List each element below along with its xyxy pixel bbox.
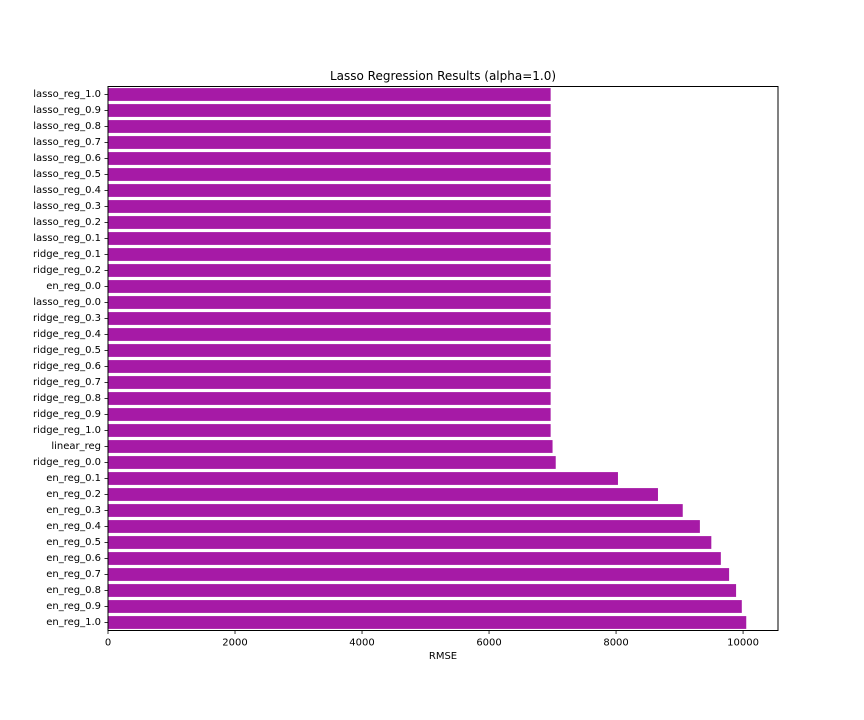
y-tick-label: ridge_reg_0.3 [33, 313, 101, 324]
bar-linear_reg [108, 440, 553, 453]
y-tick-label: lasso_reg_1.0 [33, 89, 101, 100]
y-tick-label: ridge_reg_0.9 [33, 409, 101, 420]
y-tick-label: ridge_reg_0.8 [33, 393, 101, 404]
bar-ridge_reg_0.0 [108, 456, 556, 469]
bar-en_reg_1.0 [108, 616, 747, 629]
y-tick-label: en_reg_1.0 [46, 617, 101, 628]
bar-lasso_reg_0.4 [108, 184, 551, 197]
bar-ridge_reg_0.4 [108, 328, 551, 341]
bar-ridge_reg_0.7 [108, 376, 551, 389]
bar-ridge_reg_0.1 [108, 248, 551, 261]
y-tick-label: ridge_reg_0.0 [33, 457, 101, 468]
bar-en_reg_0.6 [108, 552, 721, 565]
y-tick-label: lasso_reg_0.7 [33, 137, 101, 148]
y-tick-label: en_reg_0.2 [46, 489, 101, 500]
bar-ridge_reg_0.3 [108, 312, 551, 325]
bar-lasso_reg_0.1 [108, 232, 551, 245]
bar-lasso_reg_0.8 [108, 120, 551, 133]
bar-lasso_reg_0.9 [108, 104, 551, 117]
y-tick-label: en_reg_0.6 [46, 553, 101, 564]
bar-en_reg_0.7 [108, 568, 730, 581]
bar-en_reg_0.2 [108, 488, 658, 501]
bar-lasso_reg_0.6 [108, 152, 551, 165]
x-tick-label: 4000 [349, 638, 374, 649]
y-tick-label: ridge_reg_0.4 [33, 329, 101, 340]
bar-ridge_reg_0.8 [108, 392, 551, 405]
bar-en_reg_0.9 [108, 600, 742, 613]
y-tick-label: en_reg_0.5 [46, 537, 101, 548]
x-axis-label: RMSE [429, 651, 457, 662]
bar-lasso_reg_0.3 [108, 200, 551, 213]
y-tick-label: lasso_reg_0.4 [33, 185, 101, 196]
y-tick-label: lasso_reg_0.8 [33, 121, 101, 132]
bar-lasso_reg_0.2 [108, 216, 551, 229]
y-tick-label: en_reg_0.9 [46, 601, 101, 612]
bar-en_reg_0.4 [108, 520, 700, 533]
x-tick-label: 6000 [476, 638, 501, 649]
y-tick-label: en_reg_0.3 [46, 505, 101, 516]
y-tick-label: ridge_reg_1.0 [33, 425, 101, 436]
bar-ridge_reg_0.5 [108, 344, 551, 357]
y-tick-label: ridge_reg_0.1 [33, 249, 101, 260]
chart-title: Lasso Regression Results (alpha=1.0) [330, 69, 556, 83]
y-axis: lasso_reg_1.0 lasso_reg_0.9 lasso_reg_0.8l… [33, 89, 108, 628]
y-tick-label: lasso_reg_0.2 [33, 217, 101, 228]
bar-lasso_reg_1.0 [108, 88, 551, 101]
bar-lasso_reg_0.5 [108, 168, 551, 181]
y-tick-label: en_reg_0.7 [46, 569, 101, 580]
bar-ridge_reg_0.9 [108, 408, 551, 421]
bar-ridge_reg_0.6 [108, 360, 551, 373]
y-tick-label: lasso_reg_0.5 [33, 169, 101, 180]
y-tick-label: linear_reg [51, 441, 101, 452]
y-tick-label: ridge_reg_0.7 [33, 377, 101, 388]
bar-en_reg_0.8 [108, 584, 737, 597]
bars-group [108, 88, 747, 629]
y-tick-label: lasso_reg_0.1 [33, 233, 101, 244]
plot-frame [107, 86, 779, 631]
y-tick-label: ridge_reg_0.5 [33, 345, 101, 356]
y-tick-label: en_reg_0.8 [46, 585, 101, 596]
y-tick-label: lasso_reg_0.9 [33, 105, 101, 116]
bar-en_reg_0.3 [108, 504, 683, 517]
y-tick-label: lasso_reg_0.3 [33, 201, 101, 212]
y-tick-label: en_reg_0.0 [46, 281, 101, 292]
y-tick-label: ridge_reg_0.6 [33, 361, 101, 372]
bar-en_reg_0.5 [108, 536, 712, 549]
bar-lasso_reg_0.7 [108, 136, 551, 149]
x-axis: 0 2000 4000 6000 8000 10000 [105, 630, 759, 649]
y-tick-label: en_reg_0.1 [46, 473, 101, 484]
x-tick-label: 2000 [222, 638, 247, 649]
y-tick-label: lasso_reg_0.0 [33, 297, 101, 308]
bar-lasso_reg_0.0 [108, 296, 551, 309]
x-tick-label: 0 [105, 638, 111, 649]
y-tick-label: en_reg_0.4 [46, 521, 101, 532]
bar-ridge_reg_0.2 [108, 264, 551, 277]
bar-ridge_reg_1.0 [108, 424, 551, 437]
bar-en_reg_0.1 [108, 472, 618, 485]
x-tick-label: 10000 [727, 638, 759, 649]
bar-en_reg_0.0 [108, 280, 551, 293]
y-tick-label: ridge_reg_0.2 [33, 265, 101, 276]
y-tick-label: lasso_reg_0.6 [33, 153, 101, 164]
x-tick-label: 8000 [603, 638, 628, 649]
